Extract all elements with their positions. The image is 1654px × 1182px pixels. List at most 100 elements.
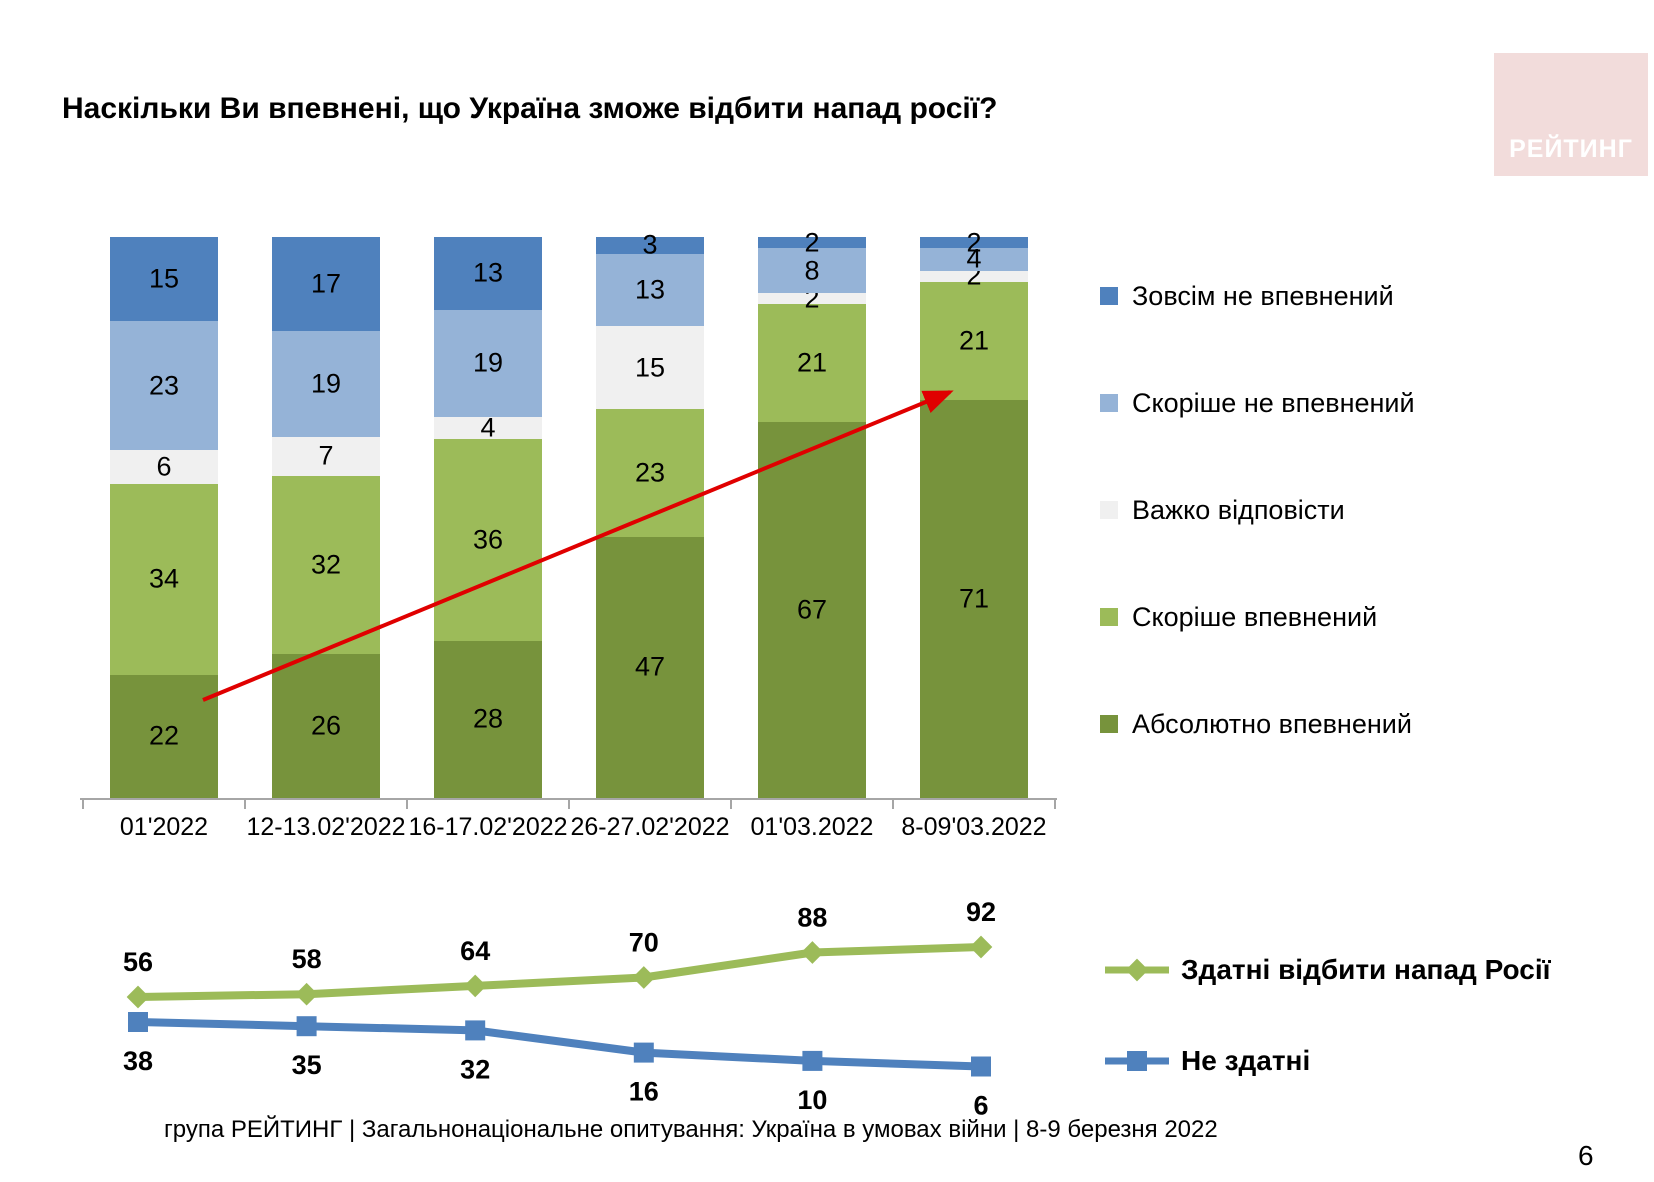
legend-label: Скоріше не впевнений [1132,387,1415,418]
bar-segment: 71 [920,399,1028,798]
bar-segment-value: 13 [472,257,504,288]
bar-segment-value: 19 [472,347,504,378]
line-legend-item: Здатні відбити напад Росії [1105,940,1551,1000]
rating-logo-text: РЕЙТИНГ [1509,135,1633,163]
diamond-legend-icon [1105,958,1169,982]
legend-item: Зовсім не впевнений [1100,270,1415,322]
line-legend-item: Не здатні [1105,1031,1551,1091]
bar-segment-value: 15 [634,352,666,383]
x-axis-category: 01'2022 [119,813,209,841]
legend-label: Важко відповісти [1132,494,1345,525]
bar-segment: 67 [758,422,866,798]
bar-segment-value: 13 [634,274,666,305]
bar-legend: Зовсім не впевнений Скоріше не впевнений В… [1100,270,1415,805]
legend-item: Скоріше не впевнений [1100,377,1415,429]
legend-swatch [1100,394,1118,412]
footer-source: група РЕЙТИНГ | Загальнонаціональне опит… [164,1116,1218,1143]
x-axis-category: 16-17.02'2022 [408,813,568,841]
line-legend-label: Здатні відбити напад Росії [1181,954,1551,985]
bar-segment-value: 17 [310,268,342,299]
bar-segment: 2 [920,229,1028,256]
bar-segment-value: 4 [966,243,982,274]
bar-segment-value: 23 [634,457,666,488]
legend-label: Скоріше впевнений [1132,601,1378,632]
legend-item: Скоріше впевнений [1100,591,1415,643]
x-axis-tick [82,798,84,809]
bar-segment-value: 36 [472,524,504,555]
bar-segment: 2 [758,285,866,312]
bar-segment-value: 2 [966,227,982,258]
x-axis-tick [1054,798,1056,809]
legend-swatch [1100,608,1118,626]
square-legend-icon [1105,1051,1169,1071]
x-axis-tick [406,798,408,809]
bar-segment: 19 [434,309,542,417]
bar-segment: 34 [110,483,218,675]
x-axis-category: 12-13.02'2022 [246,813,406,841]
line-legend: Здатні відбити напад Росії Не здатні [1105,940,1551,1122]
bar-segment-value: 7 [318,440,334,471]
bar-segment: 15 [596,325,704,410]
legend-swatch [1100,501,1118,519]
bar-segment-value: 32 [310,549,342,580]
bar-segment: 17 [272,237,380,332]
line-legend-label: Не здатні [1181,1045,1311,1076]
bar-segment-value: 2 [804,227,820,258]
bar-segment: 28 [434,640,542,798]
bar-segment: 13 [434,237,542,310]
bar-segment: 4 [434,412,542,443]
bar-segment-value: 3 [642,229,658,260]
x-axis-tick [244,798,246,809]
rating-logo: РЕЙТИНГ [1494,53,1648,176]
bar-segment: 47 [596,536,704,798]
bar-segment: 21 [758,304,866,423]
bar-segment: 3 [596,231,704,258]
legend-item: Абсолютно впевнений [1100,698,1415,750]
bar-segment: 22 [110,674,218,798]
page-title: Наскільки Ви впевнені, що Україна зможе … [62,92,998,125]
bar-segment-value: 21 [958,325,990,356]
bar-segment: 7 [272,436,380,476]
bar-segment-value: 26 [310,710,342,741]
x-axis-tick [568,798,570,809]
page-number: 6 [1578,1140,1594,1171]
x-axis-tick [730,798,732,809]
bar-segment: 23 [110,321,218,451]
x-axis-category: 26-27.02'2022 [570,813,730,841]
bar-segment: 21 [920,281,1028,400]
x-axis-tick [892,798,894,809]
bar-segment-value: 23 [148,370,180,401]
legend-item: Важко відповісти [1100,484,1415,536]
bar-segment-value: 15 [148,263,180,294]
bar-segment: 15 [110,237,218,322]
bar-segment-value: 8 [804,255,820,286]
bar-segment-value: 67 [796,594,828,625]
bar-segment-value: 47 [634,651,666,682]
bar-segment-value: 4 [480,412,496,443]
legend-swatch [1100,715,1118,733]
bar-segment: 6 [110,450,218,484]
bar-segment: 32 [272,475,380,654]
bar-segment-value: 34 [148,563,180,594]
bar-segment-value: 6 [156,451,172,482]
x-axis-category: 8-09'03.2022 [901,813,1047,841]
bar-segment-value: 19 [310,368,342,399]
bar-segment: 36 [434,438,542,641]
bar-segment: 2 [758,229,866,256]
x-axis-category: 01'03.2022 [750,813,874,841]
bar-segment: 23 [596,409,704,537]
bar-segment: 13 [596,253,704,326]
bar-segment: 8 [758,248,866,294]
bar-segment: 26 [272,653,380,798]
bar-segment-value: 22 [148,720,180,751]
bar-segment-value: 28 [472,703,504,734]
bar-segment: 4 [920,243,1028,274]
legend-label: Зовсім не впевнений [1132,280,1394,311]
bar-segment-value: 21 [796,347,828,378]
legend-swatch [1100,287,1118,305]
legend-label: Абсолютно впевнений [1132,708,1412,739]
bar-segment-value: 71 [958,583,990,614]
bar-segment: 19 [272,331,380,437]
x-axis-line [80,798,1057,800]
